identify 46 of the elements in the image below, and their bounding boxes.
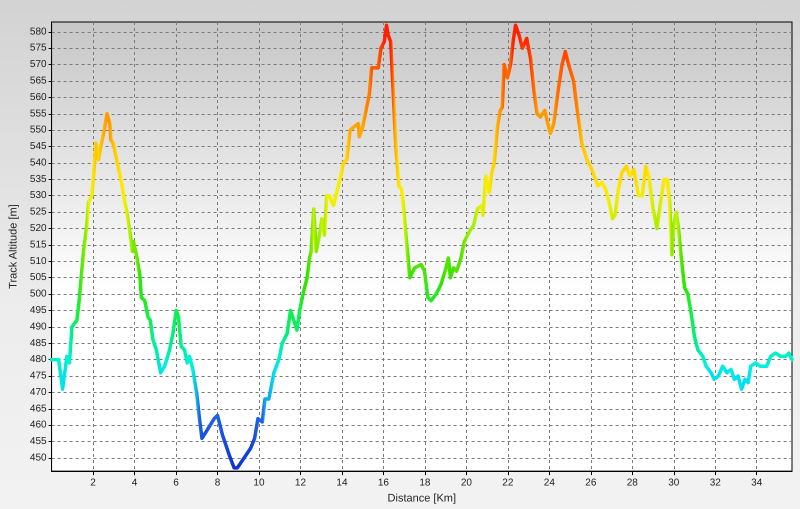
y-tick-label: 545 — [30, 141, 48, 152]
y-tick-label: 570 — [30, 59, 48, 70]
x-tick-label: 12 — [294, 478, 306, 489]
y-tick-label: 465 — [30, 403, 48, 414]
y-tick-label: 460 — [30, 420, 48, 431]
x-tick-label: 4 — [132, 478, 138, 489]
y-tick-label: 500 — [30, 288, 48, 300]
y-tick-label: 480 — [30, 354, 48, 366]
y-tick-label: 530 — [30, 190, 48, 202]
y-tick-label: 510 — [30, 256, 48, 267]
y-tick-label: 450 — [30, 452, 48, 464]
y-tick-label: 555 — [30, 108, 48, 120]
y-tick-label: 535 — [30, 174, 48, 185]
y-tick-label: 475 — [30, 370, 48, 382]
y-axis-title: Track Altitude [m] — [8, 204, 20, 289]
x-axis-title: Distance [Km] — [388, 492, 456, 504]
x-tick-label: 24 — [544, 478, 556, 489]
y-tick-label: 515 — [30, 239, 48, 250]
x-tick-label: 8 — [214, 478, 221, 489]
y-tick-label: 485 — [30, 338, 48, 349]
y-tick-label: 455 — [30, 436, 48, 448]
y-tick-label: 565 — [30, 76, 48, 87]
x-tick-label: 32 — [710, 478, 722, 489]
x-tick-label: 20 — [460, 478, 472, 489]
y-tick-label: 550 — [30, 124, 48, 136]
x-tick-label: 10 — [253, 478, 265, 489]
x-tick-label: 26 — [585, 478, 597, 489]
y-tick-label: 505 — [30, 272, 48, 284]
y-tick-label: 560 — [30, 92, 48, 103]
y-tick-label: 525 — [30, 206, 48, 218]
x-tick-label: 28 — [626, 478, 638, 489]
y-tick-label: 495 — [30, 304, 48, 316]
x-tick-label: 2 — [90, 478, 96, 489]
y-tick-label: 490 — [30, 321, 48, 332]
x-tick-label: 18 — [419, 478, 431, 489]
x-tick-label: 14 — [336, 478, 348, 489]
x-tick-label: 30 — [668, 478, 680, 489]
x-tick-label: 22 — [502, 478, 514, 489]
y-tick-label: 540 — [30, 157, 48, 168]
x-tick-label: 6 — [173, 478, 180, 489]
x-tick-label: 34 — [751, 478, 763, 489]
y-tick-label: 470 — [30, 386, 48, 398]
x-tick-label: 16 — [378, 478, 390, 489]
y-tick-label: 575 — [30, 42, 48, 54]
y-tick-label: 520 — [30, 223, 48, 234]
y-tick-label: 580 — [30, 26, 48, 38]
